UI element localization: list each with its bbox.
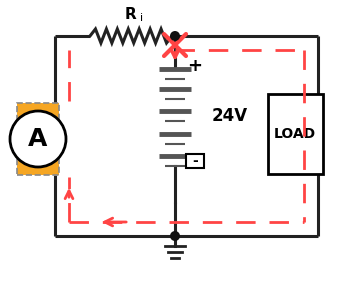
Text: -: -: [192, 154, 198, 168]
Bar: [17, 103, 59, 175]
Bar: [267, 94, 322, 174]
Text: R: R: [124, 7, 136, 22]
Circle shape: [170, 231, 180, 241]
Text: A: A: [28, 127, 48, 151]
Circle shape: [170, 31, 180, 41]
Text: LOAD: LOAD: [274, 127, 316, 141]
Text: i: i: [140, 13, 143, 23]
Circle shape: [10, 111, 66, 167]
Text: 24V: 24V: [212, 107, 248, 125]
Bar: [186, 154, 204, 168]
Bar: [17, 103, 59, 175]
Text: +: +: [188, 57, 203, 75]
